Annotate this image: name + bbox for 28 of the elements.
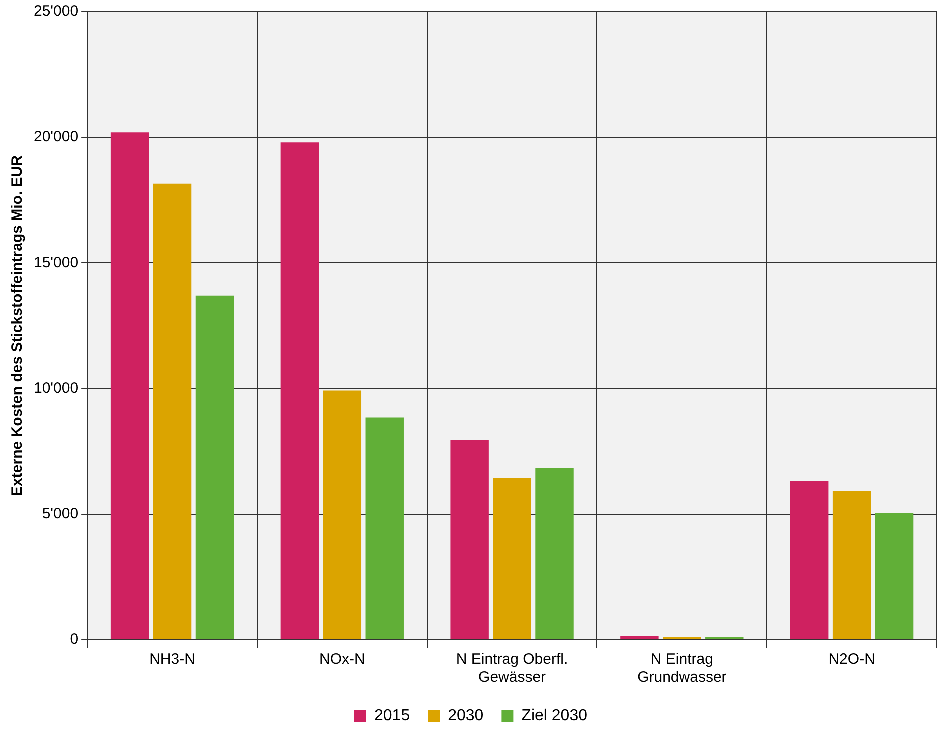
bar xyxy=(832,491,872,640)
bar xyxy=(153,184,192,640)
x-tick-label: N Eintrag Grundwasser xyxy=(638,651,727,686)
y-axis-title: Externe Kosten des Stickstoffeintrags Mio. EUR xyxy=(9,155,26,496)
bar xyxy=(196,296,234,640)
y-tick-label: 25'000 xyxy=(34,3,79,20)
bar xyxy=(280,142,320,640)
bar xyxy=(620,636,659,640)
bar xyxy=(450,440,489,640)
legend-label: 2015 xyxy=(374,707,410,724)
bar xyxy=(875,513,914,640)
bar xyxy=(790,481,829,640)
bar xyxy=(536,468,574,640)
y-tick-label: 15'000 xyxy=(34,254,79,272)
x-tick-label: NOx-N xyxy=(319,651,366,668)
y-tick-label: 10'000 xyxy=(34,380,79,397)
x-tick-label: NH3-N xyxy=(150,651,196,668)
y-tick-label: 0 xyxy=(70,631,79,648)
legend-label: 2030 xyxy=(448,707,484,724)
x-tick-label: N2O-N xyxy=(828,651,876,668)
bar xyxy=(493,478,532,640)
bar xyxy=(323,390,362,640)
y-tick-label: 5'000 xyxy=(42,506,79,523)
bar xyxy=(110,132,150,640)
bar xyxy=(366,418,404,640)
x-tick-label: N Eintrag Oberfl. Gewässer xyxy=(456,651,568,686)
legend-label: Ziel 2030 xyxy=(522,707,588,724)
y-tick-label: 20'000 xyxy=(34,128,79,146)
